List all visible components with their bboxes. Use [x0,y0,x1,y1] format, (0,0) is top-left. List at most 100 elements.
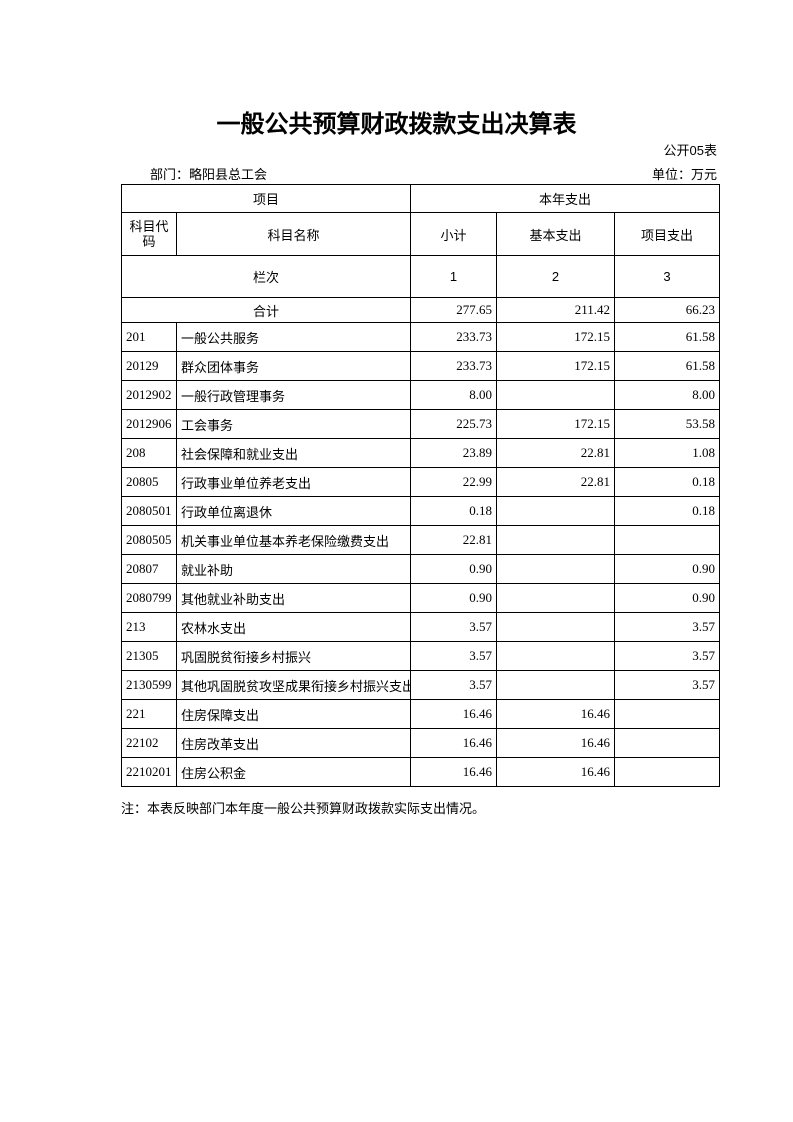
row-project: 3.57 [614,641,721,671]
row-project [614,699,721,729]
row-subtotal: 8.00 [410,380,498,410]
row-name: 住房公积金 [175,757,412,787]
row-name: 住房保障支出 [175,699,412,729]
table-row: 20805 行政事业单位养老支出 22.99 22.81 0.18 [121,467,721,497]
row-basic [496,496,616,526]
row-code: 2080505 [121,525,177,555]
row-basic [496,554,616,584]
row-name: 就业补助 [175,554,412,584]
header-subtotal: 小计 [410,212,498,256]
row-subtotal: 16.46 [410,728,498,758]
row-subtotal: 3.57 [410,641,498,671]
header-current-year: 本年支出 [410,184,721,213]
row-basic: 16.46 [496,728,616,758]
row-code: 20129 [121,351,177,381]
row-code: 201 [121,322,177,352]
header-column-order: 栏次 [120,255,412,298]
row-subtotal: 3.57 [410,670,498,700]
row-project: 61.58 [614,322,721,352]
row-subtotal: 16.46 [410,757,498,787]
row-subtotal: 16.46 [410,699,498,729]
form-number: 公开05表 [663,143,717,158]
row-subtotal: 233.73 [410,322,498,352]
table-row: 2210201 住房公积金 16.46 16.46 [121,757,721,787]
row-basic: 172.15 [496,322,616,352]
header-basic: 基本支出 [496,212,616,256]
row-name: 其他巩固脱贫攻坚成果衔接乡村振兴支出 [175,670,412,700]
table-row: 221 住房保障支出 16.46 16.46 [121,699,721,729]
row-basic: 16.46 [496,699,616,729]
row-name: 其他就业补助支出 [175,583,412,613]
row-name: 一般行政管理事务 [175,380,412,410]
header-item: 项目 [120,184,412,213]
header-code: 科目代码 [121,212,177,256]
row-code: 2210201 [121,757,177,787]
table-row: 20129 群众团体事务 233.73 172.15 61.58 [121,351,721,381]
row-name: 机关事业单位基本养老保险缴费支出 [175,525,412,555]
row-basic [496,380,616,410]
footnote: 注：本表反映部门本年度一般公共预算财政拨款实际支出情况。 [121,801,486,816]
row-project: 0.18 [614,467,721,497]
table-row: 213 农林水支出 3.57 3.57 [121,612,721,642]
expenditure-table: 项目 本年支出 科目代码 科目名称 小计 基本支出 项目支出 栏次 1 2 3 … [120,184,721,787]
table-row: 2130599 其他巩固脱贫攻坚成果衔接乡村振兴支出 3.57 3.57 [121,670,721,700]
row-name: 巩固脱贫衔接乡村振兴 [175,641,412,671]
row-basic [496,670,616,700]
row-subtotal: 0.90 [410,583,498,613]
table-row: 22102 住房改革支出 16.46 16.46 [121,728,721,758]
row-code: 221 [121,699,177,729]
total-project: 66.23 [614,297,721,323]
table-row: 2080799 其他就业补助支出 0.90 0.90 [121,583,721,613]
header-project: 项目支出 [614,212,721,256]
table-row: 21305 巩固脱贫衔接乡村振兴 3.57 3.57 [121,641,721,671]
row-code: 2080501 [121,496,177,526]
row-name: 工会事务 [175,409,412,439]
row-code: 2080799 [121,583,177,613]
row-subtotal: 225.73 [410,409,498,439]
row-project: 3.57 [614,612,721,642]
row-name: 农林水支出 [175,612,412,642]
row-project: 0.18 [614,496,721,526]
row-name: 行政单位离退休 [175,496,412,526]
table-row: 208 社会保障和就业支出 23.89 22.81 1.08 [121,438,721,468]
row-project [614,757,721,787]
table-row: 2080505 机关事业单位基本养老保险缴费支出 22.81 [121,525,721,555]
row-project [614,525,721,555]
row-name: 群众团体事务 [175,351,412,381]
total-subtotal: 277.65 [410,297,498,323]
row-code: 20807 [121,554,177,584]
column-number: 3 [614,255,721,298]
row-basic [496,525,616,555]
row-project: 0.90 [614,583,721,613]
row-code: 22102 [121,728,177,758]
department-label: 部门：略阳县总工会 [150,167,268,182]
row-basic [496,583,616,613]
row-subtotal: 23.89 [410,438,498,468]
row-code: 213 [121,612,177,642]
row-subtotal: 0.90 [410,554,498,584]
row-basic: 22.81 [496,438,616,468]
row-name: 社会保障和就业支出 [175,438,412,468]
row-subtotal: 22.99 [410,467,498,497]
row-basic [496,612,616,642]
row-name: 一般公共服务 [175,322,412,352]
row-basic [496,641,616,671]
row-project [614,728,721,758]
row-subtotal: 22.81 [410,525,498,555]
row-code: 20805 [121,467,177,497]
row-code: 208 [121,438,177,468]
header-name: 科目名称 [175,212,412,256]
row-project: 53.58 [614,409,721,439]
row-project: 8.00 [614,380,721,410]
row-basic: 172.15 [496,351,616,381]
row-project: 3.57 [614,670,721,700]
column-number: 2 [496,255,616,298]
row-code: 2012906 [121,409,177,439]
row-project: 0.90 [614,554,721,584]
table-row: 2080501 行政单位离退休 0.18 0.18 [121,496,721,526]
row-name: 行政事业单位养老支出 [175,467,412,497]
row-code: 2130599 [121,670,177,700]
row-subtotal: 0.18 [410,496,498,526]
row-subtotal: 3.57 [410,612,498,642]
